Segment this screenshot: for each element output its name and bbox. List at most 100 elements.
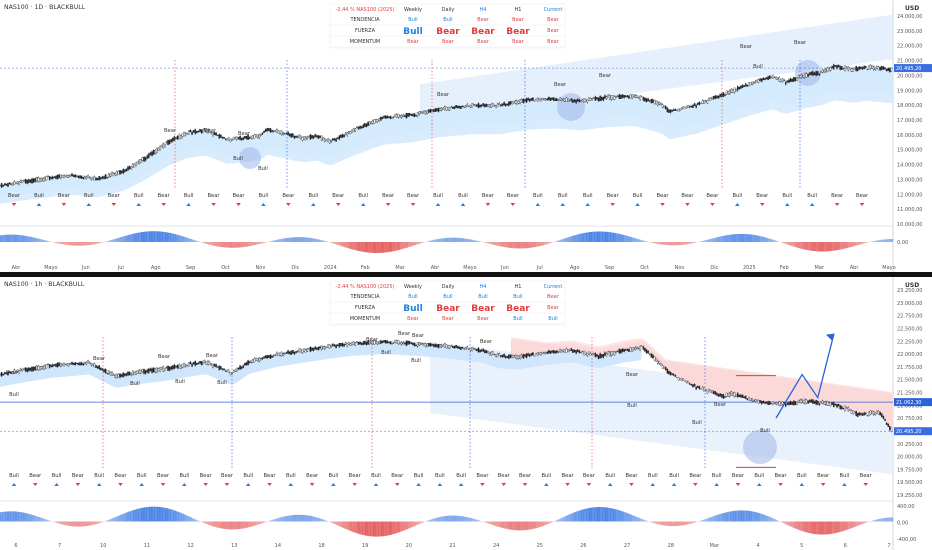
- candle-body: [616, 350, 619, 352]
- oscillator-bar: [182, 513, 185, 522]
- candle-body: [506, 356, 509, 358]
- candle-body: [802, 74, 805, 78]
- oscillator-bar: [579, 233, 581, 242]
- trend-ribbon-layer: [0, 340, 642, 388]
- candle-body: [324, 138, 326, 142]
- candle-body: [573, 349, 576, 353]
- oscillator-bar: [92, 521, 95, 525]
- candle-body: [42, 366, 44, 370]
- daily-chart-panel[interactable]: 24.000,0023.000,0022.000,0021.000,0020.0…: [0, 0, 932, 272]
- oscillator-bar: [355, 242, 357, 251]
- hourly-chart-panel[interactable]: 23.250,0023.000,0022.750,0022.500,0022.2…: [0, 277, 932, 550]
- oscillator-bar: [744, 233, 746, 242]
- candle-body: [63, 174, 65, 178]
- oscillator-bar: [36, 238, 39, 242]
- oscillator-bar: [708, 239, 711, 242]
- candle-body: [485, 104, 488, 107]
- signal-label: Bear: [775, 473, 788, 479]
- y-tick-label: 21.000,00: [897, 59, 922, 65]
- oscillator-bar: [872, 520, 874, 522]
- candle-body: [681, 107, 683, 110]
- candle-body: [753, 399, 755, 402]
- oscillator-bar: [342, 242, 345, 247]
- x-tick-label: Mar: [395, 265, 405, 271]
- oscillator-bar: [363, 242, 365, 252]
- signal-label: Bull: [782, 193, 792, 199]
- candle-body: [565, 97, 568, 102]
- x-tick-label: Abr: [850, 265, 860, 271]
- candle-body: [55, 175, 57, 179]
- bear-signal-arrow: [660, 203, 665, 206]
- candle-body: [298, 134, 301, 139]
- panel-divider[interactable]: [0, 272, 932, 277]
- candle-body: [404, 342, 406, 345]
- candle-body: [781, 401, 784, 405]
- oscillator-bar: [67, 242, 69, 246]
- oscillator-bar: [641, 519, 644, 522]
- candle-body: [247, 360, 249, 366]
- candle-body: [575, 99, 577, 104]
- oscillator-bar: [305, 515, 308, 522]
- price-signal-label: Bear: [93, 356, 106, 362]
- candle-body: [383, 115, 385, 118]
- candle-body: [172, 365, 174, 370]
- oscillator-bar: [576, 234, 578, 242]
- oscillator-bar: [808, 521, 810, 534]
- oscillator-bar: [764, 237, 767, 242]
- candle-body: [541, 98, 544, 101]
- candle-body: [420, 111, 422, 114]
- oscillator-bar: [166, 508, 169, 522]
- candle-body: [764, 402, 766, 404]
- candle-body: [164, 368, 166, 371]
- oscillator-bar: [520, 521, 522, 531]
- trend-ribbon-layer: [0, 65, 893, 204]
- price-signal-label: Bull: [233, 156, 243, 162]
- bull-signal-arrow: [799, 483, 805, 486]
- oscillator-bar: [739, 233, 741, 242]
- bear-signal-arrow: [759, 203, 765, 206]
- oscillator-bar: [592, 507, 594, 522]
- candle-body: [330, 139, 333, 143]
- oscillator-bar: [678, 521, 681, 526]
- oscillator-bar: [596, 231, 599, 242]
- oscillator-bar: [684, 242, 687, 245]
- oscillator-bar: [8, 234, 10, 242]
- candle-body: [881, 413, 883, 417]
- y-tick-label: 22.000,00: [897, 44, 922, 50]
- oscillator-bar: [540, 242, 543, 246]
- candle-body: [682, 378, 685, 381]
- candle-body: [685, 380, 688, 383]
- oscillator-bar: [284, 238, 287, 242]
- oscillator-bar: [321, 519, 324, 522]
- oscillator-bar: [808, 242, 810, 251]
- oscillator-bar: [184, 236, 186, 242]
- candle-body: [583, 350, 585, 356]
- oscillator-bar: [57, 521, 60, 524]
- oscillator-bar: [678, 242, 681, 246]
- candle-body: [725, 392, 728, 397]
- candle-body: [428, 343, 430, 347]
- oscillator-bar: [728, 511, 730, 522]
- candle-body: [660, 363, 662, 366]
- candle-body: [135, 162, 137, 166]
- oscillator-bar: [224, 521, 226, 529]
- candle-body: [68, 363, 70, 367]
- candle-body: [778, 77, 781, 82]
- bear-signal-arrow: [859, 203, 865, 206]
- oscillator-bar: [700, 241, 703, 242]
- oscillator-bar: [545, 521, 548, 525]
- candle-body: [873, 66, 875, 70]
- candle-body: [256, 134, 259, 138]
- candle-body: [168, 140, 171, 144]
- oscillator-bar: [638, 517, 641, 522]
- oscillator-bar: [70, 242, 73, 246]
- candle-body: [826, 401, 829, 406]
- oscillator-bar: [787, 521, 789, 526]
- oscillator-bar: [152, 506, 154, 522]
- oscillator-bar: [56, 521, 58, 523]
- oscillator-tick: 0,00: [897, 521, 908, 527]
- bear-signal-arrow: [485, 203, 491, 206]
- bull-signal-arrow: [735, 203, 740, 206]
- oscillator-bar: [46, 519, 49, 522]
- oscillator-bar: [566, 237, 569, 242]
